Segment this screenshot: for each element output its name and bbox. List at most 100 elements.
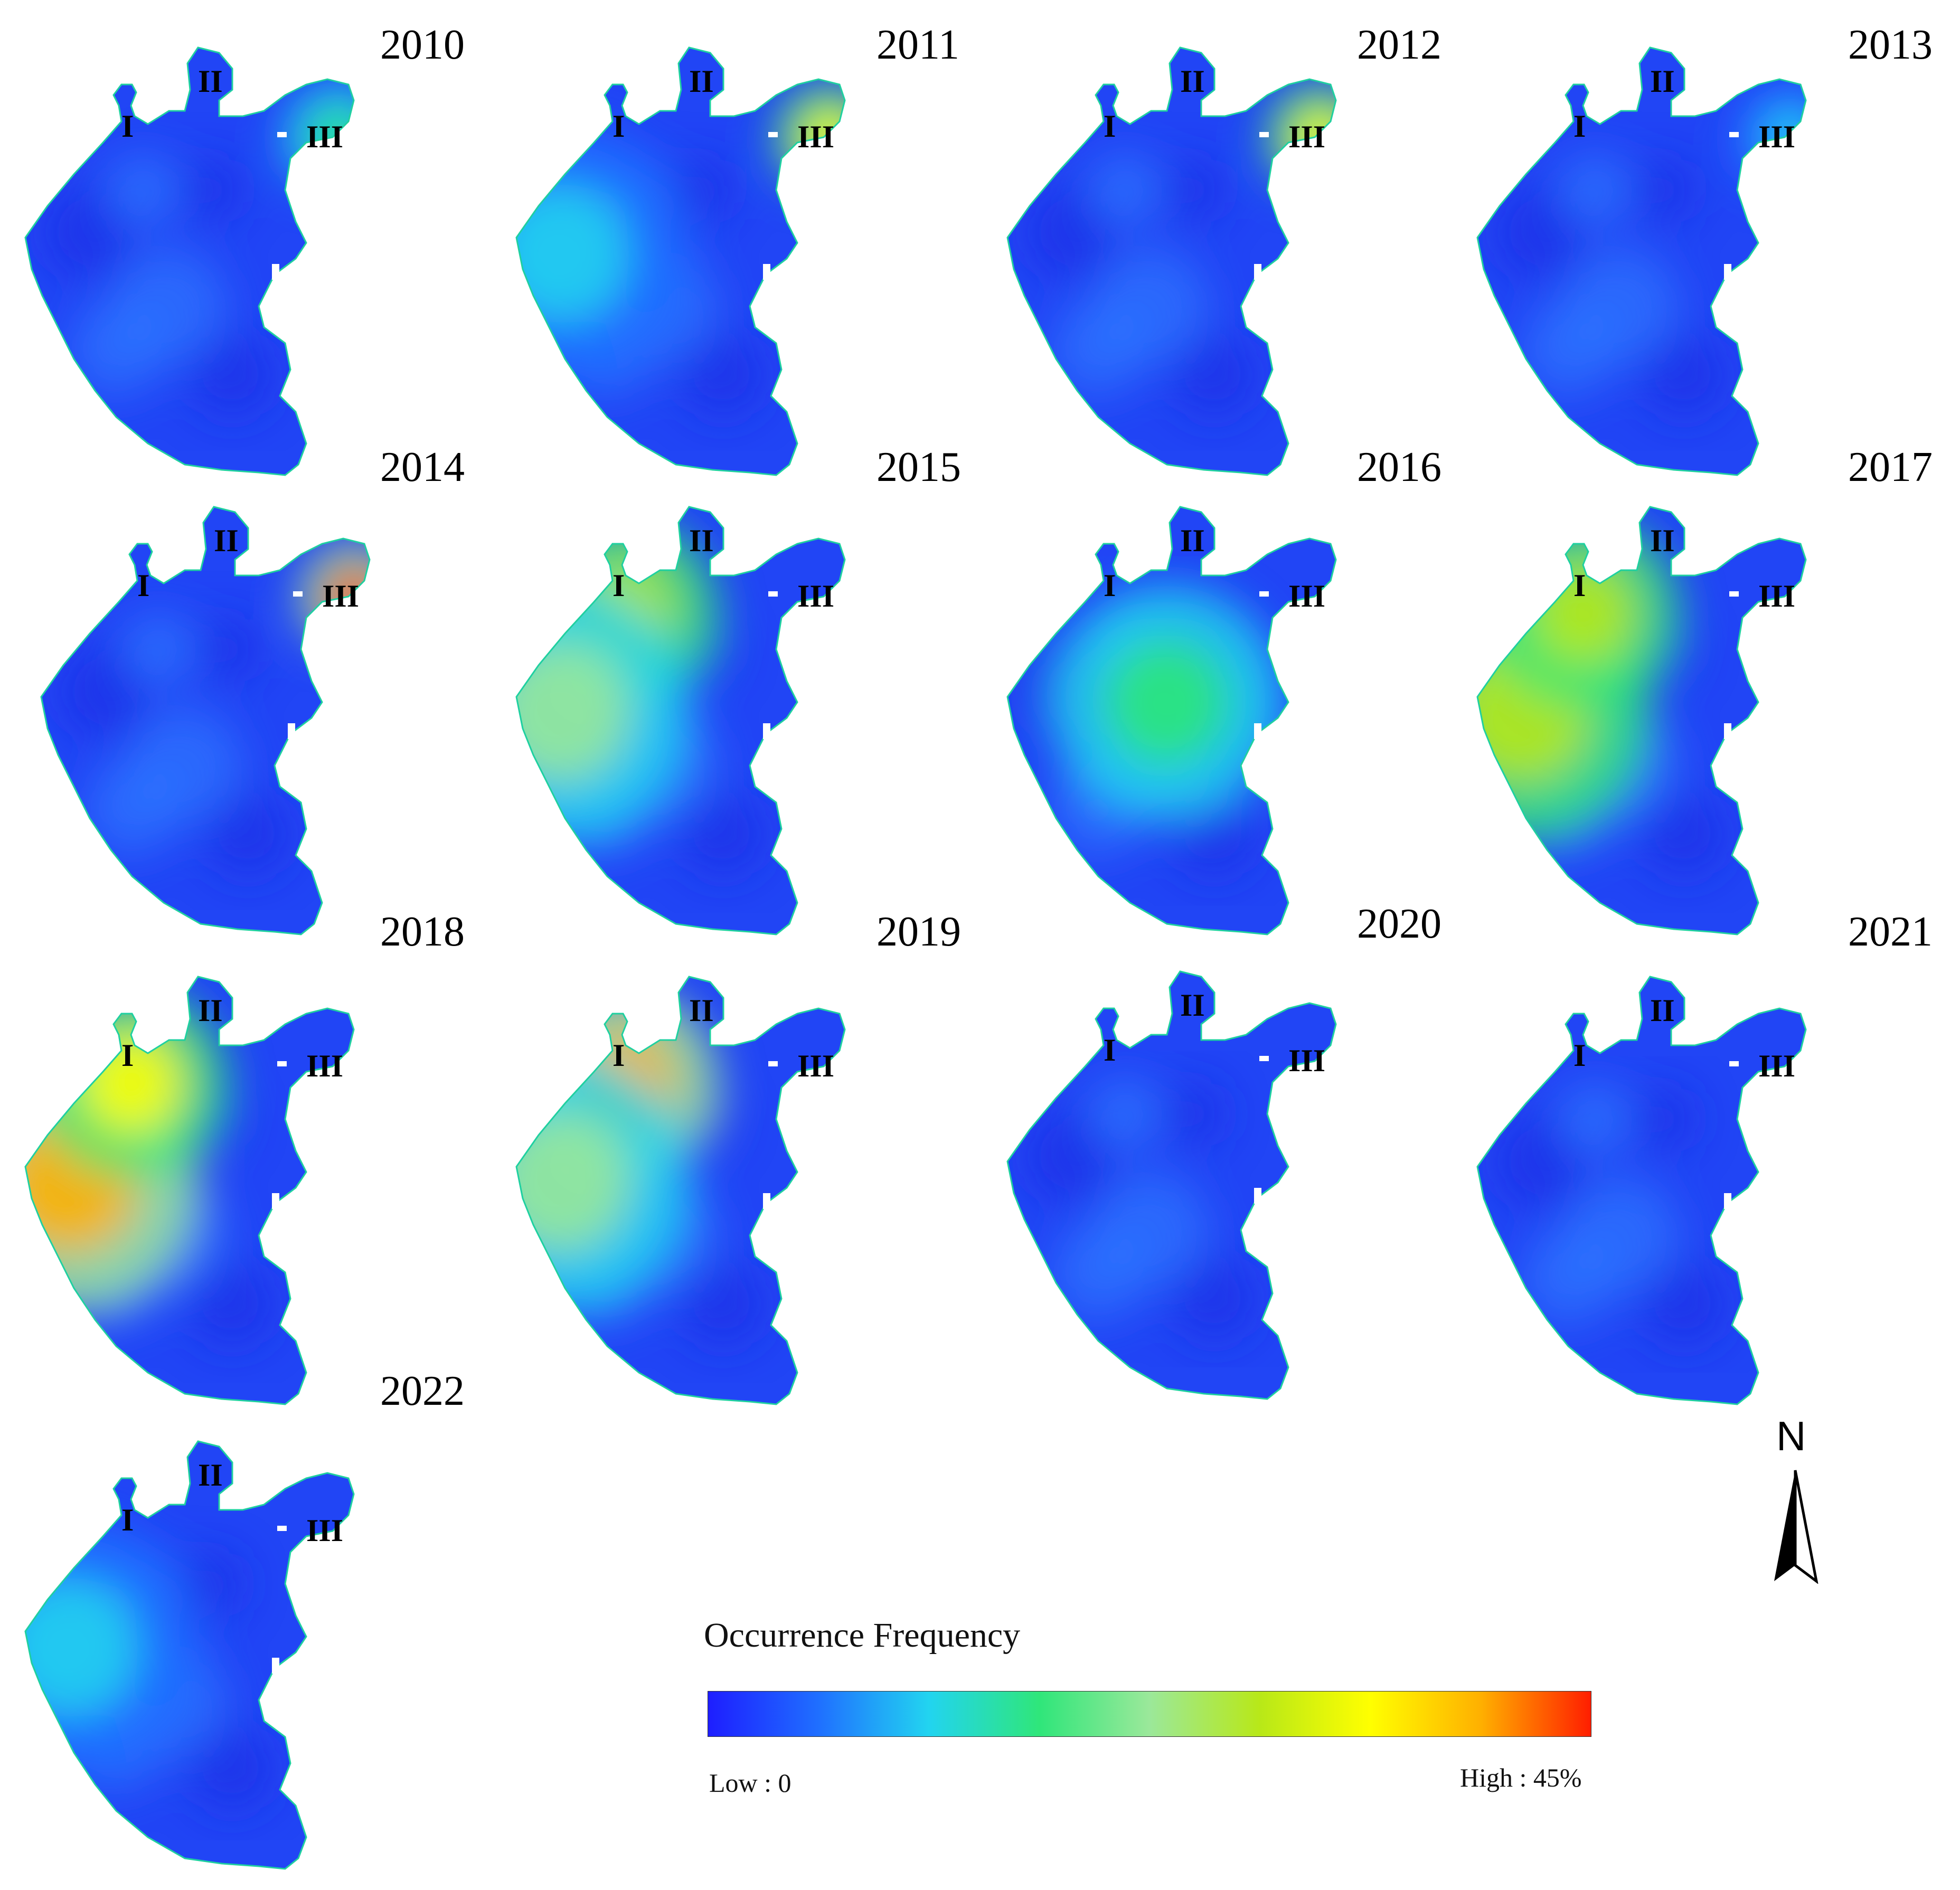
year-label-2015: 2015 [877, 444, 961, 490]
island-marker [1259, 1056, 1269, 1061]
region-label-III: III [322, 579, 360, 613]
island-marker [272, 1193, 279, 1209]
island-marker [277, 132, 287, 137]
map-panel-2020: I II III [993, 956, 1484, 1420]
year-label-2010: 2010 [380, 22, 465, 68]
region-label-I: I [1104, 109, 1116, 144]
legend-low-label: Low : 0 [709, 1768, 791, 1798]
lake-shoreline [1006, 46, 1337, 476]
year-label-2011: 2011 [877, 22, 960, 68]
region-label-III: III [1758, 1048, 1796, 1083]
island-marker [1254, 264, 1261, 280]
year-label-2013: 2013 [1848, 22, 1933, 68]
lake-shoreline [1476, 976, 1807, 1405]
island-marker [763, 264, 770, 280]
texture-blob [681, 1262, 766, 1346]
island-marker [1259, 591, 1269, 597]
texture-blob [671, 158, 734, 222]
island-marker [763, 723, 770, 739]
hotspot-core-center [1104, 639, 1230, 765]
texture-blob [106, 153, 180, 227]
lake-shoreline [515, 976, 846, 1405]
lake-map-2017 [1476, 506, 1807, 935]
texture-blob [1051, 301, 1146, 396]
texture-blob [190, 333, 275, 417]
region-label-III: III [1288, 1043, 1326, 1078]
region-label-I: I [137, 568, 150, 603]
island-marker [1724, 723, 1731, 739]
texture-blob [1642, 1262, 1727, 1346]
lake-shoreline [1006, 506, 1337, 935]
lake-map-2020 [1006, 970, 1337, 1400]
island-marker [288, 723, 295, 739]
region-label-I: I [1104, 1033, 1116, 1067]
lake-shoreline [24, 1440, 355, 1870]
region-label-III: III [1758, 579, 1796, 613]
region-label-II: II [214, 523, 239, 558]
map-panel-2011: I II III [502, 32, 993, 496]
texture-blob [1162, 1082, 1225, 1146]
map-panel-2019: I II III [502, 961, 993, 1425]
lake-map-2015 [515, 506, 846, 935]
lake-map-2016 [1006, 506, 1337, 935]
lake-map-2010 [24, 46, 355, 476]
region-label-III: III [1288, 119, 1326, 154]
map-panel-2015: I II III [502, 491, 993, 956]
lake-map-2012 [1006, 46, 1337, 476]
legend-color-ramp [708, 1691, 1591, 1737]
texture-blob [1172, 1256, 1257, 1341]
region-label-II: II [1650, 523, 1675, 558]
region-label-III: III [797, 1048, 835, 1083]
region-label-I: I [121, 1038, 134, 1073]
island-marker [293, 591, 303, 597]
region-label-II: II [198, 1458, 223, 1492]
lake-map-2013 [1476, 46, 1807, 476]
year-label-2021: 2021 [1848, 909, 1933, 955]
island-marker [1724, 1193, 1731, 1209]
island-marker [768, 1061, 778, 1066]
year-label-2019: 2019 [877, 909, 961, 955]
lake-shoreline [515, 506, 846, 935]
island-marker [272, 264, 279, 280]
map-panel-2022: I II III [11, 1425, 502, 1890]
texture-blob [681, 792, 766, 876]
map-panel-2013: I II III [1463, 32, 1954, 496]
island-marker [277, 1061, 287, 1066]
texture-blob [121, 612, 195, 686]
region-label-I: I [1573, 1038, 1586, 1073]
texture-blob [1172, 333, 1257, 417]
region-label-III: III [1758, 119, 1796, 154]
north-arrow-icon [1774, 1470, 1818, 1584]
region-label-I: I [612, 1038, 625, 1073]
lake-map-2018 [24, 976, 355, 1405]
texture-blob [195, 618, 259, 681]
texture-blob [1642, 333, 1727, 417]
region-label-II: II [198, 993, 223, 1028]
texture-blob [1521, 301, 1616, 396]
island-marker [1729, 1061, 1739, 1066]
legend-high-label: High : 45% [1460, 1763, 1582, 1792]
region-label-III: III [306, 1048, 344, 1083]
texture-blob [681, 333, 766, 417]
texture-blob [1088, 1077, 1162, 1151]
map-panel-2017: I II III [1463, 491, 1954, 956]
lake-map-2021 [1476, 976, 1807, 1405]
texture-blob [190, 1726, 275, 1811]
year-label-2012: 2012 [1357, 22, 1441, 68]
lake-shoreline [1476, 506, 1807, 935]
lake-shoreline [24, 976, 355, 1405]
region-label-II: II [1180, 64, 1205, 99]
texture-blob [190, 1262, 275, 1346]
island-marker [1259, 132, 1269, 137]
year-label-2022: 2022 [380, 1368, 465, 1414]
region-label-I: I [612, 568, 625, 603]
region-label-II: II [689, 64, 714, 99]
island-marker [1729, 132, 1739, 137]
texture-blob [1051, 1225, 1146, 1320]
map-panel-2012: I II III [993, 32, 1484, 496]
region-label-II: II [689, 523, 714, 558]
map-panel-2010: I II III [11, 32, 502, 496]
year-label-2014: 2014 [380, 444, 465, 490]
region-label-I: I [1573, 568, 1586, 603]
island-marker [277, 1526, 287, 1531]
